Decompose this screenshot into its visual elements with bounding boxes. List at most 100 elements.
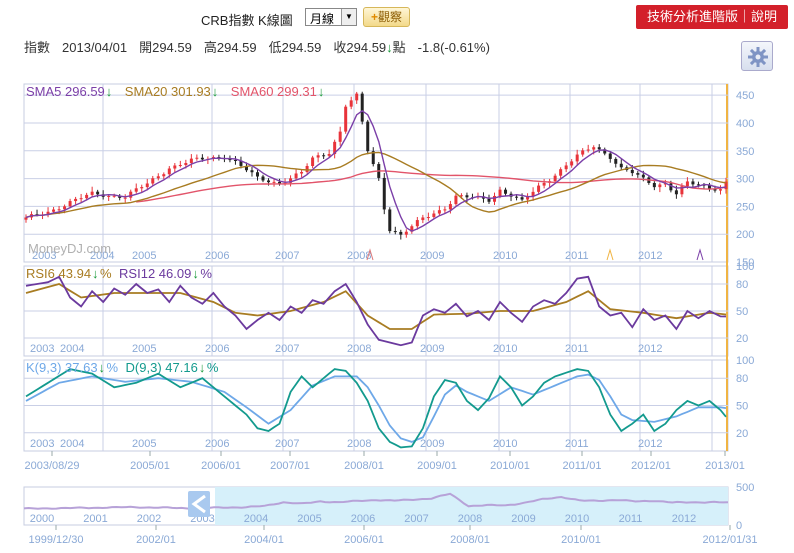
signal-marker — [606, 248, 614, 261]
rsi12-line — [25, 283, 727, 330]
candle-body — [327, 154, 331, 156]
legend-k-line: D(9,3) 47.16 — [126, 360, 198, 375]
candle-body — [74, 198, 78, 202]
nav-x-tick-label: 2008/01 — [450, 534, 490, 546]
legend-arrow: ↓ — [192, 266, 199, 281]
candle-body — [432, 213, 436, 218]
navigator-handle[interactable] — [188, 491, 210, 517]
nav-x-tick-label: 2010/01 — [561, 534, 601, 546]
info-high: 高294.59 — [203, 40, 257, 55]
candle-body — [592, 147, 596, 150]
candle-body — [24, 217, 28, 220]
observe-button[interactable]: +觀察 — [363, 7, 410, 27]
candle-body — [68, 201, 72, 207]
candle-body — [663, 183, 667, 185]
candle-body — [393, 231, 397, 233]
info-low: 低294.59 — [268, 40, 322, 55]
candle-body — [140, 187, 144, 189]
year-label: 2012 — [638, 250, 662, 262]
signal-marker — [696, 248, 704, 261]
candle-body — [145, 183, 149, 188]
candle-body — [360, 93, 364, 122]
x-tick-label: 2006/01 — [201, 460, 241, 472]
period-select[interactable]: 月線 ▼ — [305, 8, 357, 26]
y-tick-label: 50 — [736, 401, 748, 413]
navigator-line — [23, 492, 729, 510]
candle-body — [614, 158, 618, 164]
x-tick-label: 2009/01 — [417, 460, 457, 472]
candle-body — [63, 206, 67, 210]
candle-body — [636, 173, 640, 175]
sma5-line — [25, 109, 727, 232]
candle-body — [608, 153, 612, 159]
year-label: 2007 — [275, 250, 299, 262]
candle-body — [272, 181, 276, 183]
year-label: 2004 — [60, 438, 84, 450]
candle-body — [189, 158, 193, 164]
candle-body — [526, 196, 530, 200]
candle-body — [718, 189, 722, 191]
candle-body — [542, 182, 546, 186]
candle-body — [349, 100, 353, 107]
legend-sma20: SMA20 301.93 — [125, 84, 211, 99]
candle-body — [674, 190, 678, 195]
chevron-down-icon[interactable]: ▼ — [341, 9, 356, 25]
candle-body — [597, 147, 601, 150]
candle-body — [658, 184, 662, 188]
candle-body — [96, 191, 100, 195]
info-close-arrow: ↓ — [386, 40, 393, 55]
nav-year-label: 2009 — [511, 513, 535, 525]
k-line — [25, 368, 727, 449]
candle-body — [465, 195, 469, 198]
nav-year-label: 2001 — [83, 513, 107, 525]
year-label: 2009 — [420, 250, 444, 262]
candle-body — [498, 189, 502, 196]
nav-year-label: 2012 — [672, 513, 696, 525]
settings-button[interactable] — [741, 41, 773, 71]
candle-body — [537, 185, 541, 192]
candle-body — [244, 165, 248, 171]
nav-year-label: 2005 — [297, 513, 321, 525]
candle-body — [707, 185, 711, 189]
legend-unit: % — [207, 360, 219, 375]
candle-body — [162, 174, 166, 177]
candle-body — [454, 195, 458, 205]
info-label: 指數 — [24, 40, 51, 55]
candle-body — [184, 163, 188, 166]
candle-body — [691, 181, 695, 185]
info-close: 收294.59 — [333, 40, 387, 55]
candle-body — [437, 210, 441, 214]
candle-body — [344, 106, 348, 132]
candle-body — [388, 209, 392, 232]
advanced-button[interactable]: 技術分析進階版｜說明 — [636, 5, 788, 29]
candle-body — [487, 198, 491, 202]
sma60-line — [136, 170, 727, 203]
nav-x-tick-label: 2006/01 — [344, 534, 384, 546]
candle-body — [118, 195, 122, 198]
candle-body — [713, 188, 717, 191]
legend-arrow: ↓ — [99, 360, 106, 375]
plus-icon: + — [370, 10, 378, 24]
candle-body — [443, 209, 447, 211]
candle-body — [294, 173, 298, 179]
candle-body — [200, 157, 204, 160]
candle-body — [399, 231, 403, 235]
year-label: 2003 — [32, 250, 56, 262]
candle-body — [603, 149, 607, 154]
rsi6-line — [25, 275, 727, 347]
candle-body — [35, 214, 39, 216]
candle-body — [167, 168, 171, 175]
legend-sma60: SMA60 299.31 — [231, 84, 317, 99]
candle-body — [134, 188, 138, 192]
nav-y-tick-label: 0 — [736, 520, 742, 532]
candle-body — [619, 163, 623, 168]
chevron-left-icon[interactable] — [191, 494, 206, 514]
y-tick-label: 400 — [736, 118, 754, 130]
year-label: 2007 — [275, 343, 299, 355]
nav-year-label: 2004 — [244, 513, 268, 525]
candle-body — [195, 157, 199, 159]
x-tick-label: 2012/01 — [631, 460, 671, 472]
observe-label: 觀察 — [378, 10, 403, 24]
year-label: 2011 — [565, 250, 589, 262]
